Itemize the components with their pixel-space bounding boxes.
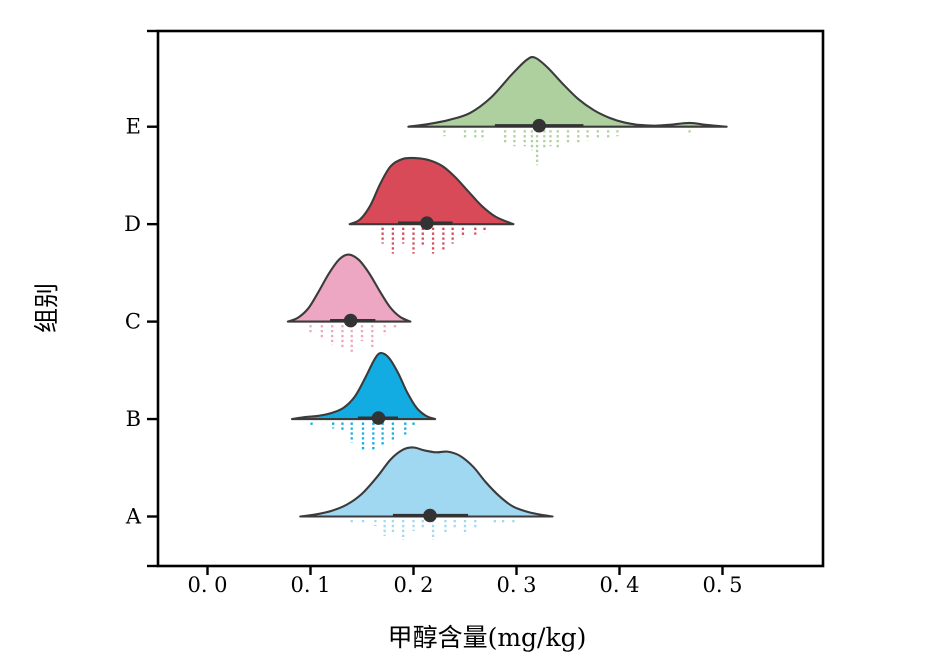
density-curve-C bbox=[286, 253, 412, 323]
x-axis-title: 甲醇含量(mg/kg) bbox=[388, 623, 587, 652]
density-curve-A bbox=[299, 446, 554, 518]
mean-dot-C bbox=[343, 313, 358, 328]
x-tick-label: 0. 5 bbox=[702, 573, 742, 597]
rug-marks-A bbox=[350, 520, 515, 540]
x-tick-label: 0. 3 bbox=[496, 573, 536, 597]
rug-marks-E bbox=[443, 130, 691, 166]
x-tick-label: 0. 0 bbox=[187, 573, 227, 597]
density-curve-D bbox=[348, 156, 515, 226]
y-axis: A B C D E bbox=[124, 29, 158, 568]
series-layer bbox=[286, 55, 728, 540]
x-tick-label: 0. 2 bbox=[393, 573, 433, 597]
mean-dot-E bbox=[532, 118, 546, 133]
y-tick-label: A bbox=[125, 505, 142, 529]
mean-dot-D bbox=[420, 216, 434, 230]
y-tick-label: B bbox=[126, 407, 141, 431]
y-tick-label: D bbox=[124, 212, 141, 236]
mean-dot-A bbox=[423, 508, 437, 523]
y-tick-label: E bbox=[126, 115, 141, 139]
density-curve-E bbox=[407, 55, 728, 128]
x-tick-label: 0. 4 bbox=[599, 573, 639, 597]
rug-marks-D bbox=[381, 227, 486, 254]
mean-dot-B bbox=[371, 411, 386, 425]
x-tick-label: 0. 1 bbox=[290, 573, 330, 597]
rug-marks-C bbox=[309, 325, 397, 354]
x-axis: 0. 0 0. 1 0. 2 0. 3 0. 4 0. 5 bbox=[187, 566, 743, 597]
density-curve-B bbox=[290, 351, 437, 421]
rug-marks-B bbox=[310, 422, 415, 451]
y-axis-title: 组别 bbox=[32, 283, 61, 333]
y-tick-label: C bbox=[125, 310, 141, 334]
plot-border bbox=[156, 29, 825, 568]
